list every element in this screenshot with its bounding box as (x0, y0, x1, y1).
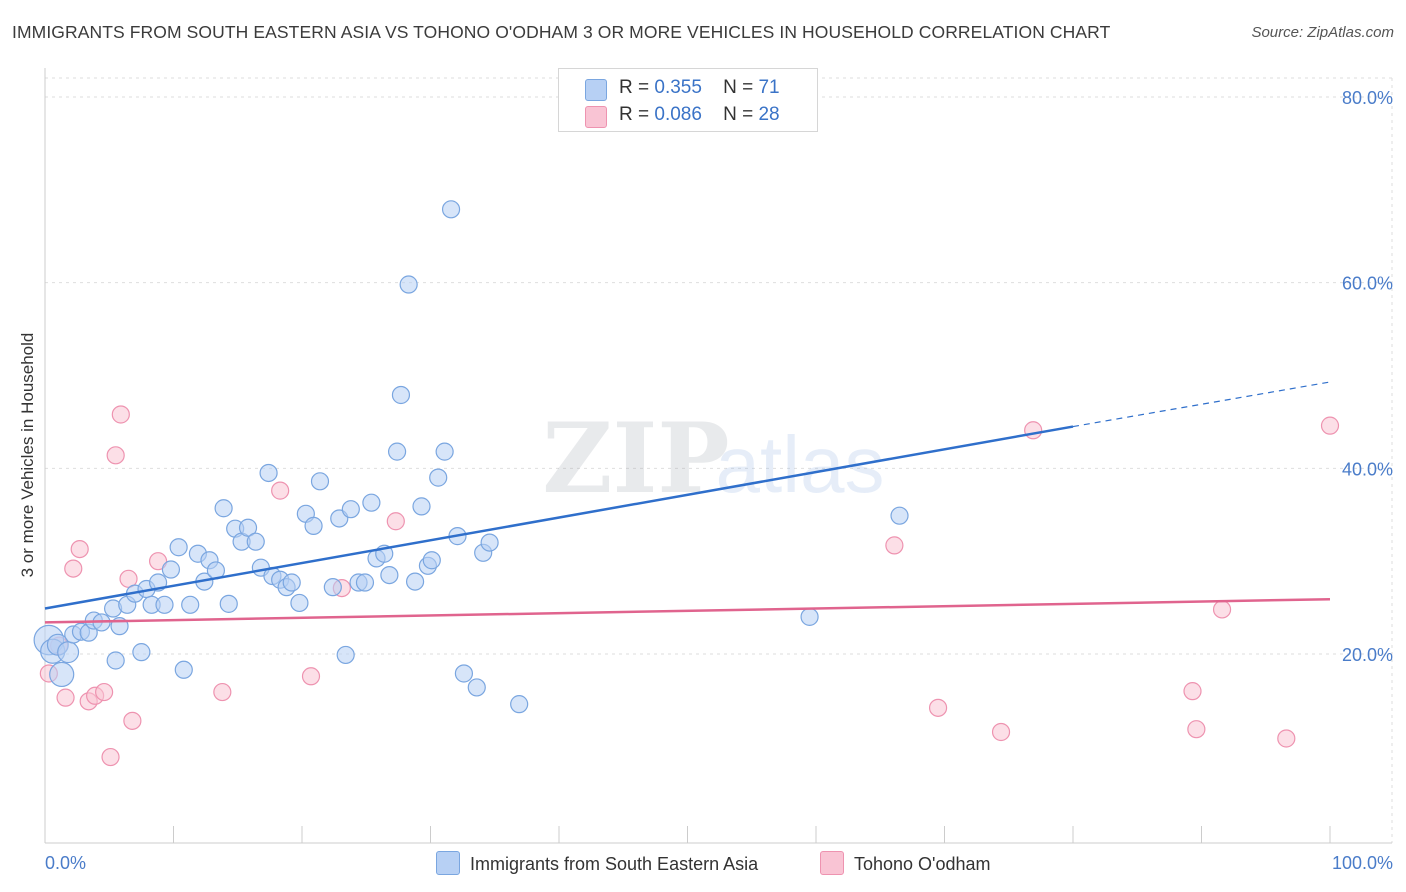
tohono-point (271, 481, 290, 500)
tohono-point (148, 552, 168, 571)
sea-point (219, 594, 238, 613)
tohono-trend-line (44, 597, 1331, 624)
tohono-point (928, 698, 948, 717)
sea-point (480, 533, 499, 552)
sea-point (290, 593, 309, 613)
tohono-point (101, 747, 120, 767)
tohono-point (885, 536, 904, 555)
sea-point (57, 641, 80, 664)
sea-point (422, 551, 441, 570)
legend: R = 0.355 N = 71 R = 0.086 N = 28 (558, 68, 818, 132)
sea-point (387, 442, 407, 461)
sea-point (323, 578, 342, 597)
sea-point (391, 385, 411, 405)
sea-point (412, 497, 431, 516)
tohono-point (56, 688, 75, 707)
trend-lines (44, 381, 1331, 624)
y-tick-label: 80.0% (1342, 88, 1393, 108)
sea-trend-extension (1072, 381, 1331, 428)
sea-point (510, 695, 529, 714)
legend-n-value: 71 (758, 77, 780, 98)
legend-r-value: 0.355 (654, 77, 702, 98)
sea-point (49, 661, 75, 688)
sea-point (132, 643, 151, 662)
sea-point (106, 651, 125, 670)
watermark: ZIP atlas (542, 402, 884, 515)
sea-point (214, 499, 233, 518)
tohono-point (1183, 682, 1202, 701)
legend-r-value: 0.086 (654, 104, 702, 125)
sea-point (282, 573, 301, 592)
sea-point (399, 275, 418, 294)
tick-labels: 20.0% 40.0% 60.0% 80.0% 0.0% 100.0% (45, 88, 1393, 873)
sea-point (467, 678, 486, 697)
sea-point (169, 538, 188, 557)
tohono-point (64, 559, 83, 578)
bottom-legend-swatch-pink (820, 851, 844, 875)
legend-swatch-blue (585, 79, 607, 101)
y-tick-label: 60.0% (1342, 274, 1393, 294)
legend-r-label: R = (619, 104, 650, 125)
tohono-point (991, 722, 1011, 742)
tohono-point (386, 512, 405, 531)
tohono-point (1212, 600, 1232, 619)
legend-n-value: 28 (758, 104, 780, 125)
sea-point (341, 500, 360, 519)
sea-point (362, 493, 381, 512)
tohono-point (1277, 729, 1296, 748)
y-tick-label: 20.0% (1342, 645, 1393, 665)
source-label: Source: ZipAtlas.com (1251, 24, 1394, 41)
watermark-zip: ZIP (542, 402, 729, 515)
legend-n-label: N = (723, 77, 754, 98)
sea-point (259, 463, 278, 483)
sea-point (310, 472, 330, 491)
sea-points (33, 200, 909, 714)
sea-point (405, 572, 425, 591)
tohono-point (106, 446, 125, 465)
axes (44, 68, 1392, 844)
tohono-point (213, 682, 232, 702)
sea-point (174, 660, 193, 679)
legend-n-label: N = (723, 104, 754, 125)
legend-text-sea: R = 0.355 N = 71 (619, 77, 780, 99)
legend-swatch-pink (585, 106, 607, 128)
sea-trend-line (44, 425, 1074, 610)
bottom-legend-label-sea: Immigrants from South Eastern Asia (470, 854, 759, 874)
legend-text-tohono: R = 0.086 N = 28 (619, 104, 780, 126)
sea-point (161, 560, 181, 579)
y-tick-label: 40.0% (1342, 459, 1393, 479)
tohono-point (301, 667, 321, 686)
sea-point (246, 532, 265, 551)
bottom-legend-sea: Immigrants from South Eastern Asia (436, 851, 758, 875)
bottom-legend-label-tohono: Tohono O'odham (854, 854, 991, 874)
tohono-point (70, 539, 89, 559)
tohono-point (1024, 421, 1043, 440)
tohono-point (1320, 416, 1340, 435)
legend-r-label: R = (619, 77, 650, 98)
tohono-point (95, 682, 114, 702)
sea-point (238, 518, 258, 537)
x-tick-label: 100.0% (1332, 853, 1393, 873)
sea-point (441, 200, 461, 219)
sea-point (800, 607, 819, 626)
tohono-point (111, 405, 130, 424)
sea-point (336, 645, 355, 665)
x-tick-label: 0.0% (45, 853, 86, 873)
sea-point (435, 442, 454, 461)
sea-point (890, 506, 909, 525)
sea-point (181, 595, 200, 614)
sea-point (454, 664, 474, 683)
sea-point (155, 595, 174, 614)
bottom-legend-tohono: Tohono O'odham (820, 851, 991, 875)
tohono-point (123, 711, 142, 730)
sea-point (355, 573, 375, 592)
sea-point (304, 516, 323, 535)
sea-point (429, 468, 448, 487)
chart-title: IMMIGRANTS FROM SOUTH EASTERN ASIA VS TO… (12, 22, 1111, 42)
bottom-legend-swatch-blue (436, 851, 460, 875)
tohono-point (1187, 720, 1206, 739)
sea-point (380, 565, 399, 585)
y-axis-label: 3 or more Vehicles in Household (18, 332, 37, 578)
